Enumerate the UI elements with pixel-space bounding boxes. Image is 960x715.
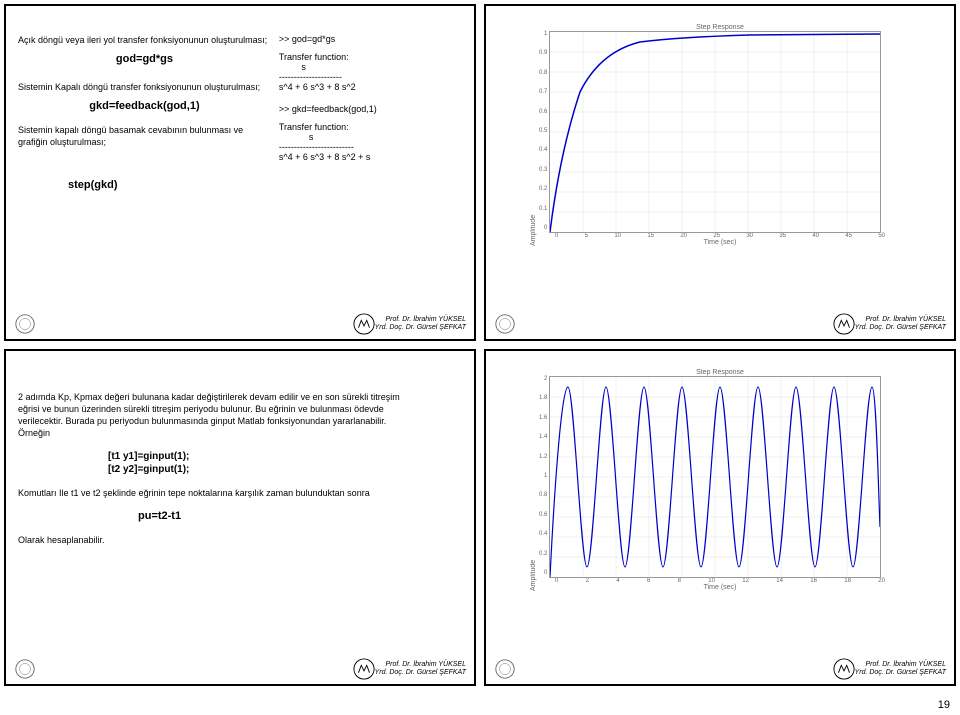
ytick: 2 [539, 376, 547, 382]
code-line: s^4 + 6 s^3 + 8 s^2 + s [279, 152, 462, 162]
logo-right-icon [833, 313, 855, 335]
ytick: 0.8 [539, 492, 547, 498]
logo-left-icon [14, 313, 36, 335]
step-response-chart [549, 31, 881, 233]
equation: god=gd*gs [18, 52, 271, 67]
logo-left-icon [494, 658, 516, 680]
ytick: 1 [539, 31, 547, 37]
logo-left-icon [494, 313, 516, 335]
code-line: s [279, 62, 462, 72]
paragraph: Komutları Ile t1 ve t2 şeklinde eğrinin … [18, 487, 418, 499]
code-line: Transfer function: [279, 52, 462, 62]
footer-prof: Prof. Dr. İbrahim YÜKSEL [375, 661, 466, 669]
footer-yrd: Yrd. Doç. Dr. Gürsel ŞEFKAT [855, 669, 946, 677]
ytick: 1.4 [539, 434, 547, 440]
chart-title: Step Response [530, 369, 910, 376]
ytick: 0 [539, 225, 547, 231]
code-line: [t1 y1]=ginput(1); [108, 450, 462, 464]
logo-right-icon [353, 658, 375, 680]
y-axis-label: Amplitude [530, 31, 537, 246]
equation: pu=t2-t1 [138, 509, 462, 524]
code-line: ------------------------- [279, 142, 462, 152]
ytick: 0.2 [539, 186, 547, 192]
slide-footer: Prof. Dr. İbrahim YÜKSEL Yrd. Doç. Dr. G… [486, 658, 954, 680]
footer-prof: Prof. Dr. İbrahim YÜKSEL [375, 316, 466, 324]
slide-3: 2 adımda Kp, Kpmax değeri bulunana kadar… [4, 349, 476, 686]
ytick: 0.2 [539, 551, 547, 557]
ytick: 1 [539, 473, 547, 479]
slide-footer: Prof. Dr. İbrahim YÜKSEL Yrd. Doç. Dr. G… [6, 313, 474, 335]
slide-4: Step Response Amplitude 2 1.8 1.6 1.4 1.… [484, 349, 956, 686]
code-line: [t2 y2]=ginput(1); [108, 463, 462, 477]
ytick: 0 [539, 570, 547, 576]
ytick: 0.5 [539, 128, 547, 134]
ytick: 0.1 [539, 206, 547, 212]
code-line: s [279, 132, 462, 142]
chart-title: Step Response [530, 24, 910, 31]
footer-prof: Prof. Dr. İbrahim YÜKSEL [855, 316, 946, 324]
ytick: 0.3 [539, 167, 547, 173]
text-line: Açık döngü veya ileri yol transfer fonks… [18, 34, 271, 46]
paragraph: Olarak hesaplanabilir. [18, 534, 462, 546]
text-line: Sistemin Kapalı döngü transfer fonksiyon… [18, 81, 271, 93]
equation: gkd=feedback(god,1) [18, 99, 271, 114]
logo-right-icon [833, 658, 855, 680]
ytick: 0.6 [539, 512, 547, 518]
code-line: Transfer function: [279, 122, 462, 132]
text-line: Sistemin kapalı döngü basamak cevabının … [18, 124, 271, 148]
ytick: 1.2 [539, 454, 547, 460]
ytick: 0.6 [539, 109, 547, 115]
ytick: 1.6 [539, 415, 547, 421]
ytick: 0.4 [539, 147, 547, 153]
equation: step(gkd) [68, 178, 271, 193]
page-number: 19 [938, 699, 950, 711]
y-axis-label: Amplitude [530, 376, 537, 591]
logo-left-icon [14, 658, 36, 680]
code-line: s^4 + 6 s^3 + 8 s^2 [279, 82, 462, 92]
code-line: >> god=gd*gs [279, 34, 462, 44]
code-line: >> gkd=feedback(god,1) [279, 104, 462, 114]
slide-2: Step Response Amplitude 1 0.9 0.8 0.7 0.… [484, 4, 956, 341]
code-line: --------------------- [279, 72, 462, 82]
ytick: 0.9 [539, 50, 547, 56]
logo-right-icon [353, 313, 375, 335]
footer-prof: Prof. Dr. İbrahim YÜKSEL [855, 661, 946, 669]
slide-footer: Prof. Dr. İbrahim YÜKSEL Yrd. Doç. Dr. G… [486, 313, 954, 335]
ytick: 0.7 [539, 89, 547, 95]
footer-yrd: Yrd. Doç. Dr. Gürsel ŞEFKAT [855, 324, 946, 332]
ytick: 1.8 [539, 395, 547, 401]
x-axis-label: Time (sec) [555, 239, 885, 246]
footer-yrd: Yrd. Doç. Dr. Gürsel ŞEFKAT [375, 324, 466, 332]
paragraph: 2 adımda Kp, Kpmax değeri bulunana kadar… [18, 391, 418, 440]
x-axis-label: Time (sec) [555, 584, 885, 591]
footer-yrd: Yrd. Doç. Dr. Gürsel ŞEFKAT [375, 669, 466, 677]
ytick: 0.8 [539, 70, 547, 76]
oscillation-chart [549, 376, 881, 578]
slide-1: Açık döngü veya ileri yol transfer fonks… [4, 4, 476, 341]
ytick: 0.4 [539, 531, 547, 537]
slide-footer: Prof. Dr. İbrahim YÜKSEL Yrd. Doç. Dr. G… [6, 658, 474, 680]
